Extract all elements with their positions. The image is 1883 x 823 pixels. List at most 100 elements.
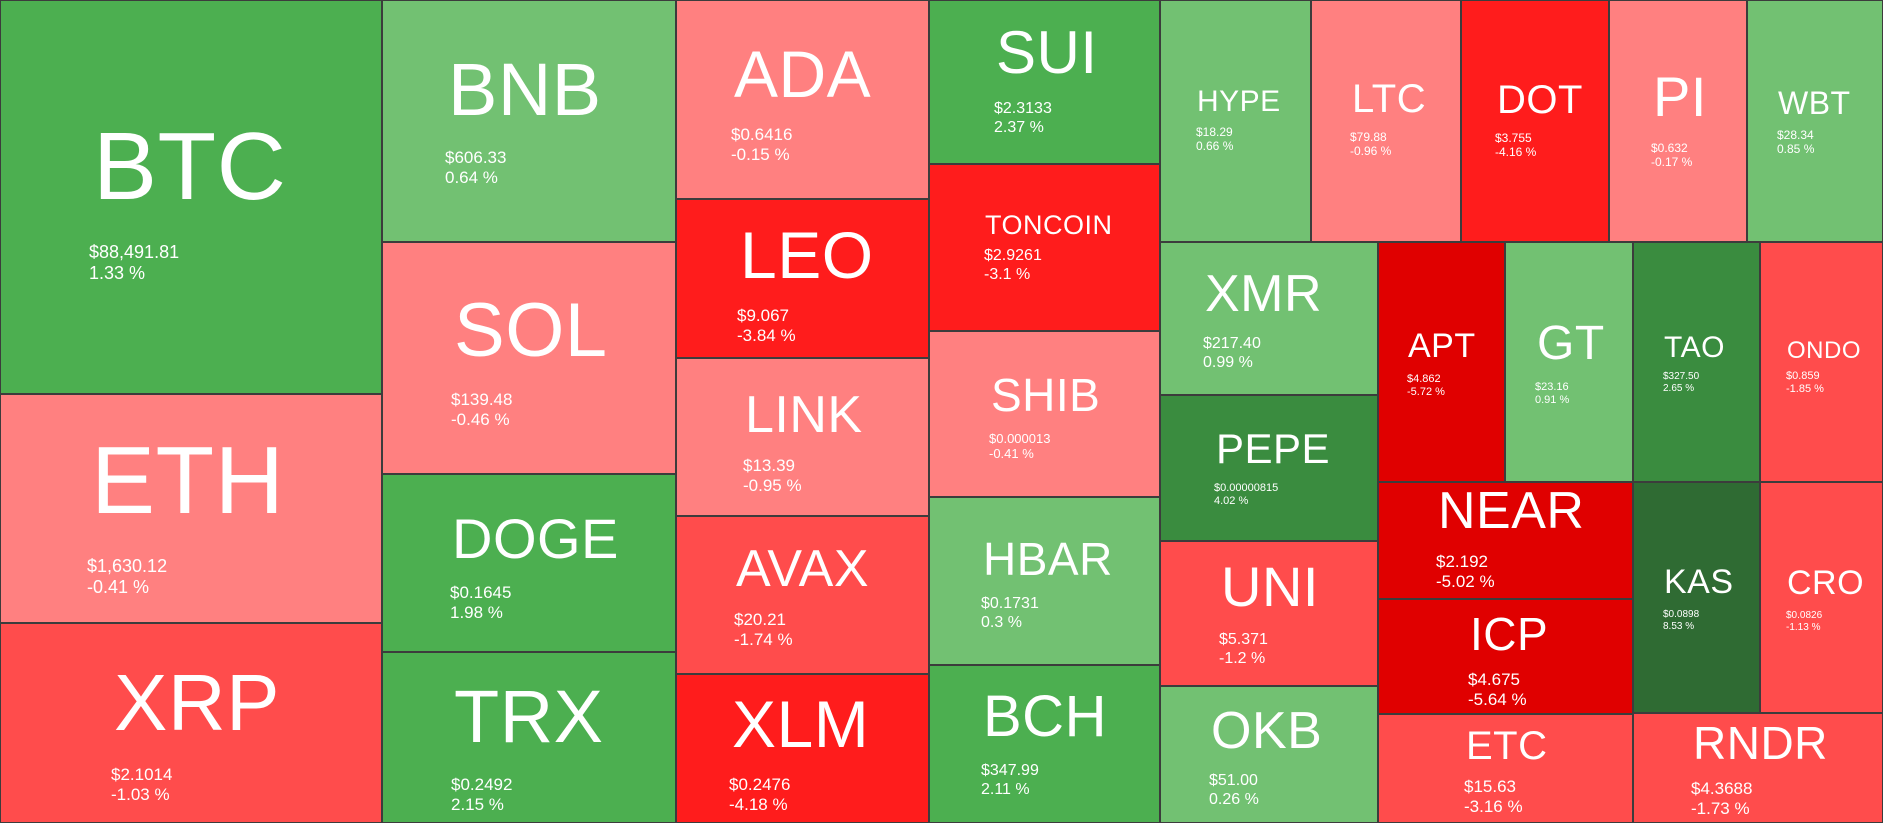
tile-price: $88,491.81: [89, 242, 180, 262]
tile-symbol: CRO: [1787, 564, 1865, 602]
tile-kas[interactable]: KAS $0.0898 8.53 %: [1633, 482, 1760, 713]
tile-bnb[interactable]: BNB $606.33 0.64 %: [382, 0, 676, 242]
tile-symbol: WBT: [1778, 85, 1851, 121]
tile-symbol: HBAR: [983, 533, 1113, 585]
tile-toncoin[interactable]: TONCOIN $2.9261 -3.1 %: [929, 164, 1160, 331]
tile-symbol: KAS: [1664, 563, 1734, 601]
tile-change: -1.13 %: [1786, 621, 1821, 633]
tile-change: -5.64 %: [1468, 690, 1527, 710]
tile-change: 0.99 %: [1203, 353, 1253, 371]
tile-change: -3.84 %: [737, 326, 796, 346]
tile-icp[interactable]: ICP $4.675 -5.64 %: [1378, 599, 1633, 714]
tile-symbol: BNB: [448, 48, 602, 131]
tile-change: 0.91 %: [1535, 393, 1570, 406]
tile-symbol: DOT: [1497, 78, 1583, 122]
tile-trx[interactable]: TRX $0.2492 2.15 %: [382, 652, 676, 823]
tile-symbol: GT: [1537, 317, 1605, 370]
tile-price: $23.16: [1535, 381, 1569, 393]
tile-near[interactable]: NEAR $2.192 -5.02 %: [1378, 482, 1633, 599]
tile-price: $18.29: [1196, 125, 1233, 139]
tile-price: $2.9261: [984, 247, 1042, 264]
tile-btc[interactable]: BTC $88,491.81 1.33 %: [0, 0, 382, 394]
tile-avax[interactable]: AVAX $20.21 -1.74 %: [676, 516, 929, 674]
tile-change: -5.72 %: [1407, 385, 1445, 398]
tile-change: 4.02 %: [1214, 494, 1249, 507]
tile-symbol: HYPE: [1197, 85, 1281, 118]
tile-sol[interactable]: SOL $139.48 -0.46 %: [382, 242, 676, 474]
tile-sui[interactable]: SUI $2.3133 2.37 %: [929, 0, 1160, 164]
tile-dot[interactable]: DOT $3.755 -4.16 %: [1461, 0, 1609, 242]
tile-price: $2.1014: [111, 765, 173, 784]
tile-xlm[interactable]: XLM $0.2476 -4.18 %: [676, 674, 929, 823]
tile-bch[interactable]: BCH $347.99 2.11 %: [929, 665, 1160, 823]
tile-hbar[interactable]: HBAR $0.1731 0.3 %: [929, 497, 1160, 665]
tile-price: $4.862: [1407, 373, 1441, 385]
tile-change: 8.53 %: [1663, 620, 1695, 632]
tile-price: $0.000013: [989, 431, 1051, 446]
tile-symbol: ETH: [91, 427, 285, 534]
tile-price: $0.2476: [729, 775, 791, 794]
tile-etc[interactable]: ETC $15.63 -3.16 %: [1378, 714, 1633, 823]
tile-price: $1,630.12: [87, 556, 168, 576]
tile-symbol: UNI: [1221, 555, 1319, 618]
tile-change: 2.11 %: [981, 780, 1030, 798]
tile-change: -4.16 %: [1495, 145, 1537, 160]
tile-rndr[interactable]: RNDR $4.3688 -1.73 %: [1633, 713, 1883, 823]
tile-price: $3.755: [1495, 131, 1532, 145]
tile-ondo[interactable]: ONDO $0.859 -1.85 %: [1760, 242, 1883, 482]
tile-symbol: BTC: [93, 113, 287, 220]
tile-okb[interactable]: OKB $51.00 0.26 %: [1160, 686, 1378, 823]
tile-pi[interactable]: PI $0.632 -0.17 %: [1609, 0, 1747, 242]
tile-price: $20.21: [734, 610, 786, 629]
tile-price: $0.0826: [1786, 610, 1823, 621]
tile-change: -5.02 %: [1436, 572, 1495, 592]
tile-gt[interactable]: GT $23.16 0.91 %: [1505, 242, 1633, 482]
tile-price: $0.0898: [1663, 609, 1700, 620]
tile-symbol: SUI: [996, 19, 1098, 86]
tile-change: -1.03 %: [111, 785, 170, 805]
tile-link[interactable]: LINK $13.39 -0.95 %: [676, 358, 929, 516]
tile-leo[interactable]: LEO $9.067 -3.84 %: [676, 199, 929, 358]
tile-eth[interactable]: ETH $1,630.12 -0.41 %: [0, 394, 382, 623]
tile-ada[interactable]: ADA $0.6416 -0.15 %: [676, 0, 929, 199]
tile-symbol: DOGE: [452, 507, 619, 570]
tile-symbol: ONDO: [1787, 337, 1861, 364]
tile-pepe[interactable]: PEPE $0.00000815 4.02 %: [1160, 395, 1378, 541]
tile-change: 0.3 %: [981, 613, 1022, 631]
tile-uni[interactable]: UNI $5.371 -1.2 %: [1160, 541, 1378, 686]
tile-change: -0.41 %: [87, 577, 150, 598]
tile-price: $0.6416: [731, 125, 793, 144]
tile-apt[interactable]: APT $4.862 -5.72 %: [1378, 242, 1505, 482]
tile-symbol: BCH: [983, 684, 1107, 749]
tile-price: $217.40: [1203, 335, 1261, 352]
tile-symbol: SOL: [454, 288, 608, 373]
tile-change: -0.41 %: [989, 446, 1034, 462]
tile-symbol: OKB: [1211, 702, 1323, 760]
tile-hype[interactable]: HYPE $18.29 0.66 %: [1160, 0, 1311, 242]
tile-change: 2.37 %: [994, 118, 1044, 136]
tile-change: 0.64 %: [445, 168, 498, 188]
tile-price: $15.63: [1464, 777, 1516, 796]
tile-price: $4.3688: [1691, 779, 1753, 798]
tile-change: -3.1 %: [984, 265, 1031, 283]
tile-shib[interactable]: SHIB $0.000013 -0.41 %: [929, 331, 1160, 497]
tile-wbt[interactable]: WBT $28.34 0.85 %: [1747, 0, 1883, 242]
tile-price: $2.3133: [994, 100, 1052, 117]
tile-price: $79.88: [1350, 130, 1387, 144]
tile-price: $347.99: [981, 762, 1039, 779]
tile-ltc[interactable]: LTC $79.88 -0.96 %: [1311, 0, 1461, 242]
tile-tao[interactable]: TAO $327.50 2.65 %: [1633, 242, 1760, 482]
tile-change: 0.26 %: [1209, 790, 1259, 808]
tile-change: 1.98 %: [450, 603, 503, 623]
tile-change: 0.85 %: [1777, 142, 1815, 157]
tile-price: $139.48: [451, 390, 513, 409]
tile-change: -0.46 %: [451, 410, 510, 430]
tile-doge[interactable]: DOGE $0.1645 1.98 %: [382, 474, 676, 652]
tile-xmr[interactable]: XMR $217.40 0.99 %: [1160, 242, 1378, 395]
tile-change: -3.16 %: [1464, 797, 1523, 817]
tile-symbol: RNDR: [1693, 717, 1828, 769]
tile-cro[interactable]: CRO $0.0826 -1.13 %: [1760, 482, 1883, 713]
tile-change: -1.85 %: [1786, 382, 1824, 395]
tile-xrp[interactable]: XRP $2.1014 -1.03 %: [0, 623, 382, 823]
